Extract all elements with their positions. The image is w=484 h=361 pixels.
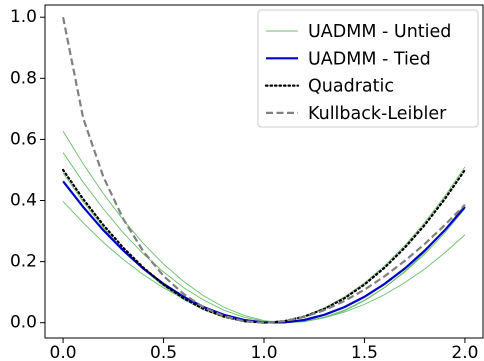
- x-tick-label: 0.5: [150, 343, 177, 361]
- series-line: [62, 17, 466, 324]
- series-line: [62, 180, 466, 324]
- plot-frame: [44, 4, 484, 339]
- series-line: [62, 130, 466, 324]
- y-tick-label: 0.6: [10, 129, 37, 149]
- legend-label: Quadratic: [308, 77, 394, 97]
- legend-label: UADMM - Untied: [308, 22, 451, 42]
- x-tick-label: 2.0: [451, 343, 478, 361]
- legend-label: UADMM - Tied: [308, 49, 431, 69]
- x-tick-label: 0.0: [50, 343, 77, 361]
- y-tick-label: 0.4: [10, 191, 37, 211]
- y-tick-label: 1.0: [10, 7, 37, 27]
- series-line: [62, 166, 466, 324]
- y-tick-label: 0.8: [10, 68, 37, 88]
- x-tick-label: 1.5: [351, 343, 378, 361]
- y-tick-label: 0.0: [10, 313, 37, 333]
- y-tick-label: 0.2: [10, 252, 37, 272]
- legend-box: [257, 9, 479, 128]
- series-line: [62, 152, 466, 324]
- x-tick-label: 1.0: [250, 343, 277, 361]
- series-line: [61, 168, 467, 324]
- legend-label: Kullback-Leibler: [308, 104, 447, 124]
